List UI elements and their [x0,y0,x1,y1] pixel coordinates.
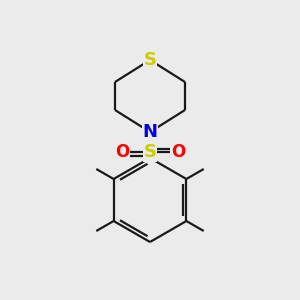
Text: O: O [115,143,129,161]
Text: N: N [142,123,158,141]
Text: S: S [143,143,157,161]
Text: O: O [171,143,185,161]
Text: S: S [143,51,157,69]
